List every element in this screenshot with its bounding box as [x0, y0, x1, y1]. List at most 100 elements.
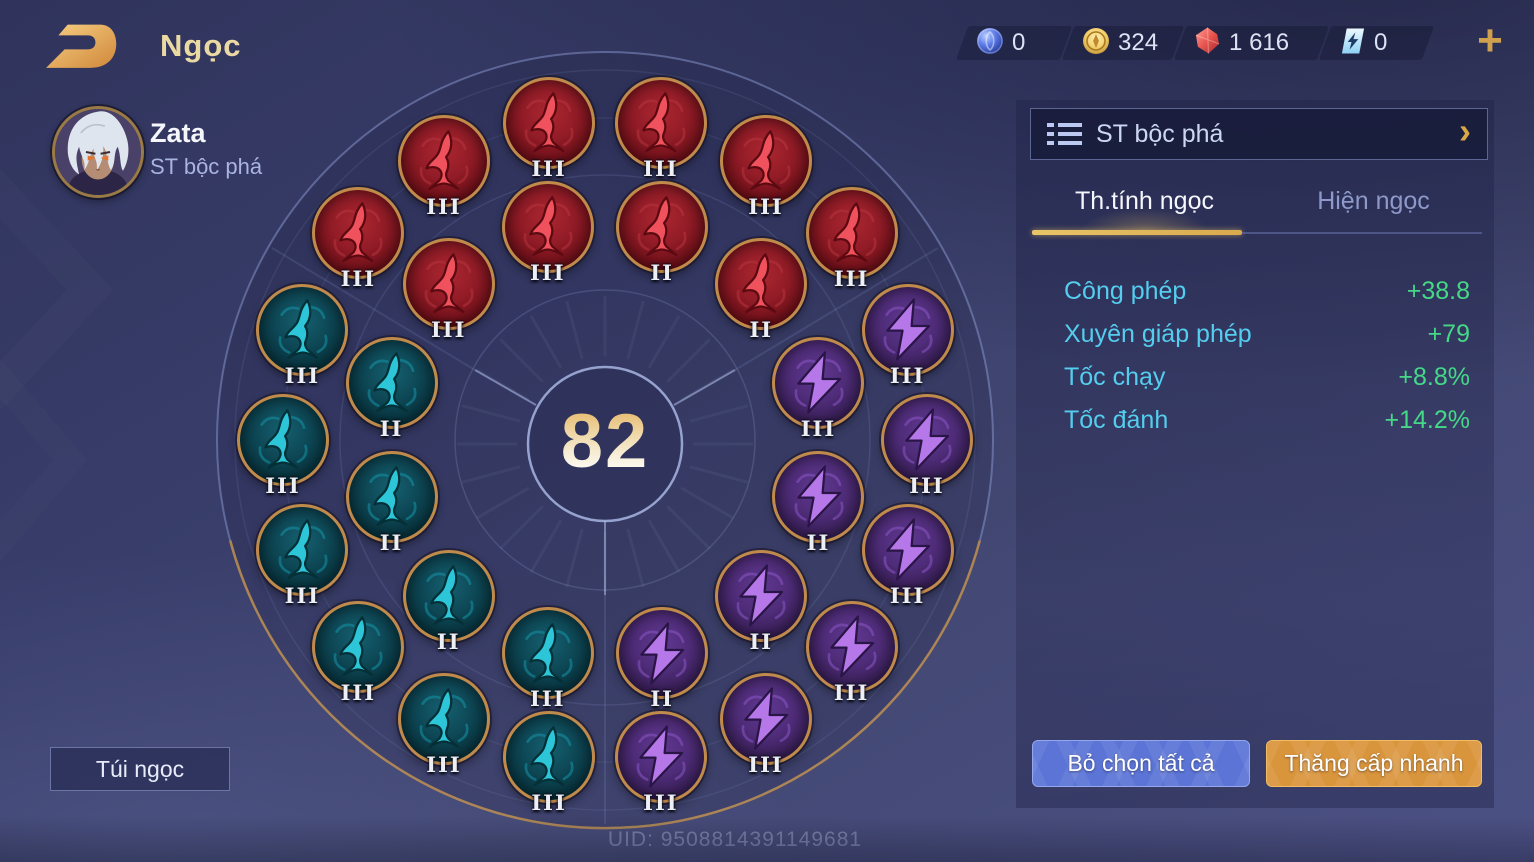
- gem-slot-purple[interactable]: III: [861, 504, 954, 608]
- gem-slot-red[interactable]: III: [614, 76, 707, 181]
- gem-slot-teal[interactable]: III: [256, 283, 349, 388]
- deselect-all-button[interactable]: Bỏ chọn tất cả: [1032, 740, 1250, 787]
- gem-level: III: [426, 751, 462, 777]
- gem-slot-red[interactable]: III: [501, 180, 594, 285]
- phoenix-gem-icon: [524, 726, 574, 787]
- gem-slot-purple[interactable]: III: [881, 394, 973, 498]
- rune-detail-panel: ST bộc phá › Th.tính ngọc Hiện ngọc Công …: [1016, 100, 1494, 808]
- ruby-icon: [1194, 26, 1221, 60]
- rune-bag-button[interactable]: Túi ngọc: [50, 747, 230, 791]
- gem-level: III: [340, 679, 377, 705]
- tab-underline-track: [1242, 232, 1482, 234]
- phoenix-gem-icon: [367, 466, 417, 527]
- currency-item[interactable]: 1 616: [1184, 24, 1319, 62]
- spirit-orb-icon: [976, 27, 1004, 60]
- preset-title: ST bộc phá: [1096, 119, 1224, 148]
- gem-level: III: [530, 686, 566, 712]
- gem-slot-teal[interactable]: III: [398, 672, 490, 777]
- gem-slot-purple[interactable]: III: [861, 283, 954, 388]
- gem-slot-teal[interactable]: II: [345, 336, 438, 441]
- stat-value: +8.8%: [1398, 363, 1470, 391]
- lightning-gem-icon: [883, 518, 933, 581]
- gem-slot-purple[interactable]: III: [772, 336, 865, 441]
- gem-slot-purple[interactable]: II: [616, 607, 709, 711]
- page-title: Ngọc: [160, 28, 242, 63]
- lightning-gem-icon: [636, 725, 686, 788]
- gem-slot-teal[interactable]: III: [312, 600, 405, 705]
- tab-current-runes[interactable]: Hiện ngọc: [1317, 187, 1430, 215]
- phoenix-gem-icon: [523, 195, 573, 256]
- gem-slot-red[interactable]: III: [805, 187, 898, 291]
- lightning-gem-icon: [737, 564, 786, 627]
- stat-label: Công phép: [1064, 277, 1187, 305]
- uid-text: UID: 9508814391149681: [607, 828, 863, 851]
- quick-upgrade-button[interactable]: Thăng cấp nhanh: [1266, 740, 1482, 787]
- gem-level: III: [748, 751, 784, 777]
- stat-row: Tốc chạy +8.8%: [1064, 356, 1470, 399]
- stat-label: Tốc đánh: [1064, 406, 1169, 434]
- phoenix-gem-icon: [334, 616, 384, 677]
- gem-slot-red[interactable]: III: [398, 115, 490, 219]
- gem-slot-red[interactable]: III: [503, 76, 596, 181]
- back-button[interactable]: [40, 20, 120, 74]
- lightning-gem-icon: [827, 615, 877, 678]
- gem-slot-purple[interactable]: II: [715, 550, 808, 654]
- gem-slot-teal[interactable]: III: [237, 394, 329, 498]
- active-tab-underline: [1032, 230, 1242, 235]
- gem-slot-teal[interactable]: III: [503, 711, 596, 815]
- gem-slot-red[interactable]: II: [616, 180, 709, 285]
- phoenix-gem-icon: [737, 253, 786, 313]
- stat-row: Công phép +38.8: [1064, 270, 1470, 313]
- currency-value: 0: [1012, 29, 1026, 56]
- lightning-gem-icon: [794, 465, 844, 528]
- gem-slot-purple[interactable]: III: [720, 672, 812, 777]
- hero-avatar[interactable]: [52, 106, 144, 198]
- gem-slot-teal[interactable]: III: [501, 607, 594, 711]
- currency-item[interactable]: 0: [1329, 24, 1424, 62]
- stats-list: Công phép +38.8 Xuyên giáp phép +79 Tốc chạy…: [1064, 270, 1470, 442]
- gem-slot-teal[interactable]: III: [256, 504, 349, 608]
- gem-level: II: [436, 629, 461, 655]
- lightning-gem-icon: [741, 687, 791, 750]
- gem-slot-red[interactable]: II: [715, 237, 808, 342]
- gem-slot-red[interactable]: III: [402, 237, 495, 342]
- gem-level: III: [265, 473, 301, 498]
- gem-level: III: [530, 259, 566, 285]
- gem-level: II: [806, 530, 831, 556]
- currency-item[interactable]: 0: [966, 24, 1062, 62]
- gem-slot-teal[interactable]: II: [402, 550, 495, 654]
- stat-value: +38.8: [1406, 277, 1470, 305]
- chevron-right-icon: ›: [1459, 110, 1471, 151]
- phoenix-gem-icon: [258, 409, 308, 470]
- lightning-gem-icon: [794, 351, 844, 414]
- add-currency-button[interactable]: +: [1477, 16, 1503, 65]
- gem-slot-purple[interactable]: II: [772, 451, 865, 555]
- arcana-ticket-icon: [1339, 27, 1366, 60]
- phoenix-gem-icon: [367, 352, 417, 412]
- gem-slot-red[interactable]: III: [720, 115, 812, 219]
- preset-selector[interactable]: ST bộc phá ›: [1030, 108, 1488, 160]
- gem-level: III: [531, 790, 567, 816]
- gem-slot-purple[interactable]: III: [614, 711, 707, 815]
- phoenix-gem-icon: [636, 92, 686, 153]
- gem-level: III: [889, 362, 926, 388]
- currency-value: 1 616: [1229, 29, 1290, 56]
- gem-slot-purple[interactable]: III: [805, 600, 898, 705]
- gem-level: II: [749, 629, 774, 655]
- phoenix-gem-icon: [523, 622, 573, 683]
- lightning-gem-icon: [883, 298, 933, 361]
- gem-slot-teal[interactable]: II: [345, 451, 438, 555]
- phoenix-gem-icon: [419, 688, 469, 748]
- hero-name: Zata: [150, 118, 206, 148]
- phoenix-gem-icon: [419, 130, 469, 191]
- currency-item[interactable]: 324: [1072, 24, 1174, 62]
- tab-rune-stats[interactable]: Th.tính ngọc: [1030, 178, 1259, 230]
- gem-level: III: [643, 790, 679, 816]
- gem-slot-red[interactable]: III: [312, 187, 405, 291]
- currency-value: 0: [1374, 29, 1388, 56]
- gem-level: III: [748, 194, 784, 220]
- gem-level: III: [284, 583, 321, 609]
- gem-level: III: [531, 155, 567, 181]
- list-icon: [1047, 118, 1082, 150]
